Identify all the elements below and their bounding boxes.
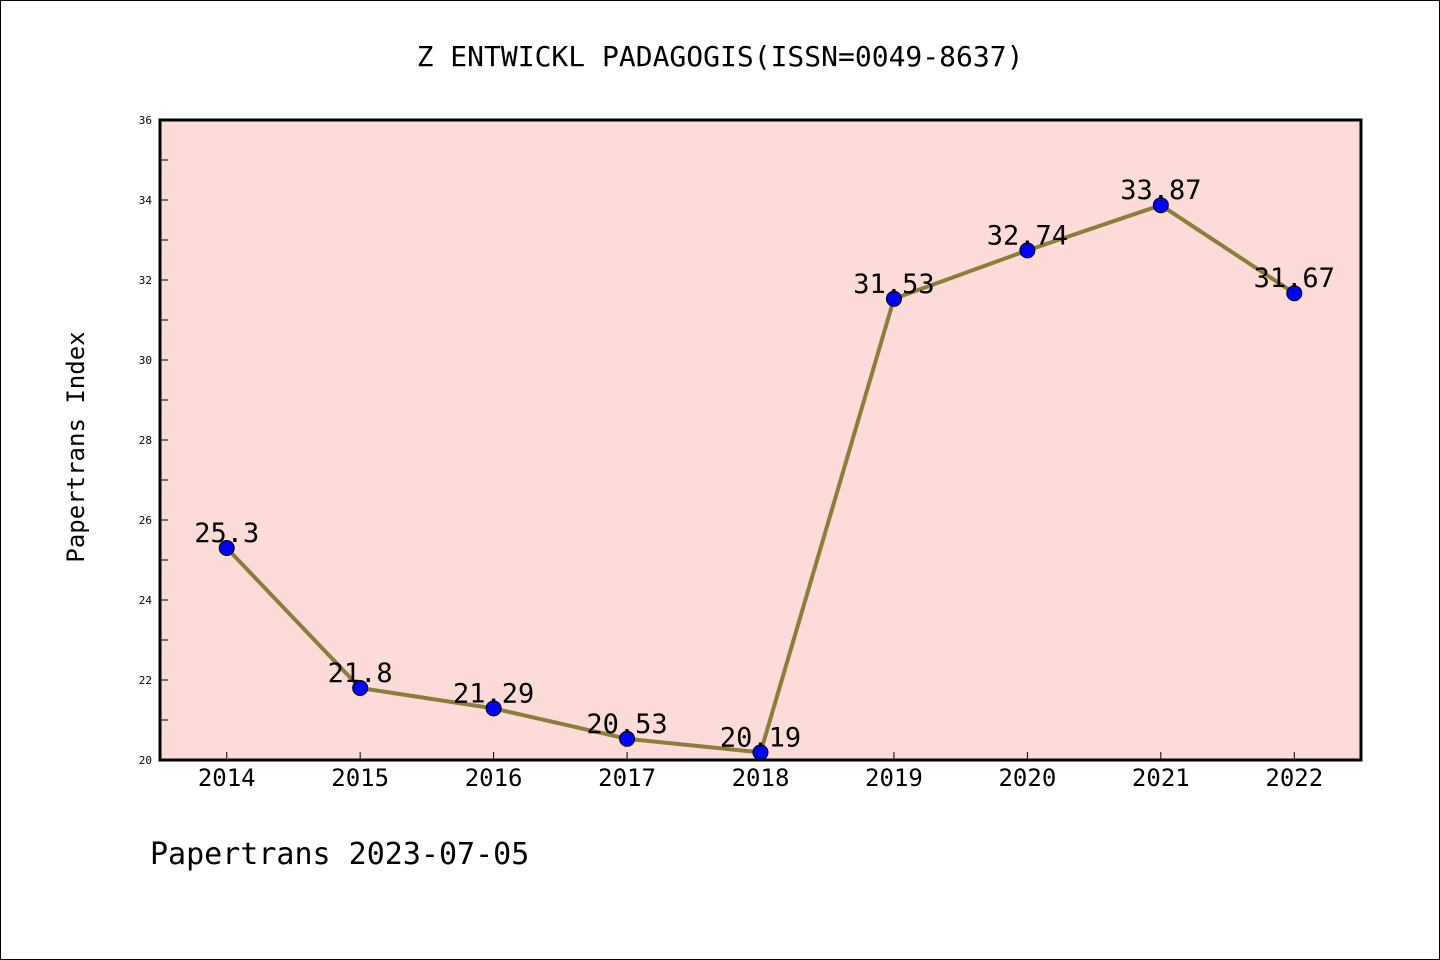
data-label: 21.8	[328, 658, 393, 689]
data-point-marker	[1286, 285, 1303, 302]
x-tick-label: 2022	[1265, 764, 1323, 792]
y-tick-label: 28	[139, 434, 152, 447]
x-tick-label: 2014	[198, 764, 256, 792]
x-tick-label: 2015	[331, 764, 389, 792]
y-tick-label: 26	[139, 514, 152, 527]
y-tick-label: 20	[139, 754, 152, 767]
y-tick-label: 36	[139, 114, 152, 127]
data-point-marker	[885, 290, 902, 307]
y-tick-label: 32	[139, 274, 152, 287]
data-point-marker	[485, 700, 502, 717]
plot-border	[158, 118, 1363, 762]
x-tick-label: 2019	[865, 764, 923, 792]
data-point-marker	[218, 540, 235, 556]
data-label: 31.53	[853, 269, 934, 300]
y-tick-label: 34	[139, 194, 153, 207]
y-tick-label: 30	[139, 354, 152, 367]
data-label: 20.53	[586, 709, 667, 740]
data-labels: 25.3 21.8 21.29 20.53 20.19 31.53 32.74 33.87 31…	[194, 175, 1335, 753]
data-points	[218, 197, 1303, 761]
x-tick-label: 2018	[732, 764, 790, 792]
data-label: 33.87	[1120, 175, 1201, 206]
data-label: 21.29	[453, 678, 534, 709]
x-axis: 2014 2015 2016 2017 2018 2019 2020 2021 2022	[198, 752, 1323, 792]
data-point-marker	[1152, 197, 1169, 214]
y-tick-label: 22	[139, 674, 152, 687]
y-tick-label: 24	[139, 594, 153, 607]
plot-area	[160, 120, 1361, 760]
x-tick-label: 2017	[598, 764, 656, 792]
data-label: 31.67	[1254, 263, 1335, 294]
footer-text: Papertrans 2023-07-05	[150, 837, 529, 872]
data-label: 20.19	[720, 722, 801, 753]
x-tick-label: 2021	[1132, 764, 1190, 792]
data-point-marker	[352, 680, 369, 696]
x-tick-label: 2020	[998, 764, 1056, 792]
data-point-marker	[1019, 242, 1036, 259]
data-point-marker	[619, 730, 636, 747]
data-label: 25.3	[194, 518, 259, 549]
data-label: 32.74	[987, 220, 1068, 251]
y-axis-label: Papertrans Index	[62, 331, 90, 562]
x-tick-label: 2016	[465, 764, 523, 792]
y-axis: 20 22 24 26 28 30 32 34 36	[139, 114, 168, 767]
chart-title: Z ENTWICKL PADAGOGIS(ISSN=0049-8637)	[417, 40, 1024, 73]
